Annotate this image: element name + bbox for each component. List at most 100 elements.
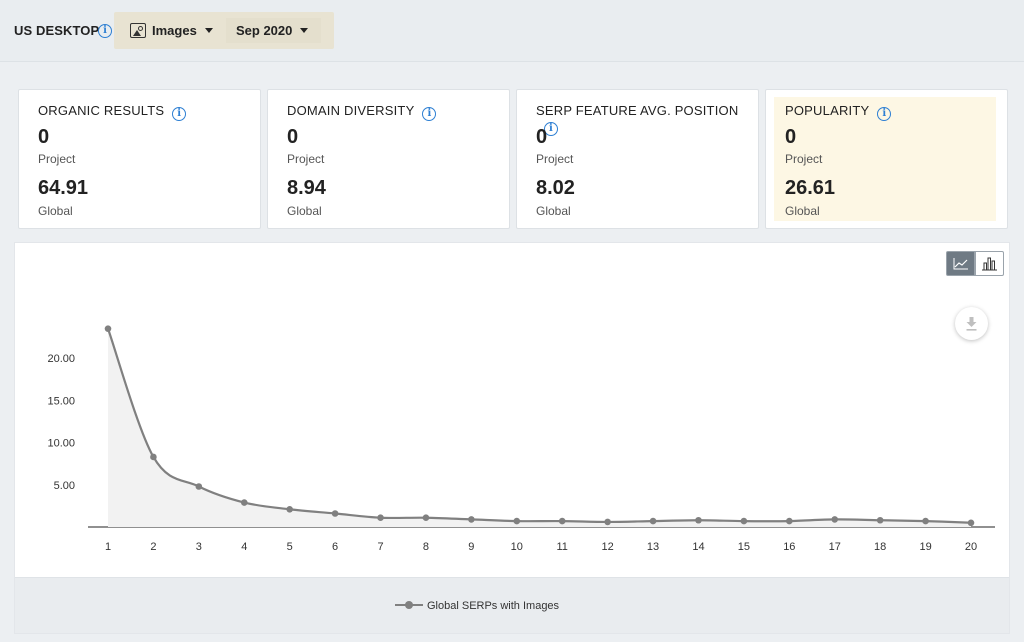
x-tick-label: 4 <box>241 541 247 553</box>
data-point[interactable] <box>876 516 884 524</box>
project-label: Project <box>536 152 574 166</box>
data-point[interactable] <box>649 517 657 525</box>
x-tick-label: 5 <box>287 541 293 553</box>
serp-type-dropdown[interactable]: Images <box>130 18 230 43</box>
x-tick-label: 7 <box>377 541 383 553</box>
info-icon[interactable]: i <box>877 107 892 121</box>
data-point[interactable] <box>967 519 975 527</box>
data-point[interactable] <box>240 499 248 506</box>
project-label: Project <box>38 152 76 166</box>
project-value: 0 <box>287 126 299 148</box>
bar-chart-icon <box>982 257 997 271</box>
chart-panel: 5.00 10.00 15.00 20.00 1 2 3 4 5 6 7 8 9 10 11 12 13 14 1… <box>14 242 1010 634</box>
x-tick-label: 12 <box>602 541 614 553</box>
download-button[interactable] <box>955 307 988 340</box>
data-point[interactable] <box>286 505 293 513</box>
x-tick-label: 14 <box>692 541 704 553</box>
x-tick-label: 19 <box>919 541 931 553</box>
metric-card-popularity: POPULARITY i 0 Project 26.61 Global <box>765 89 1008 229</box>
global-value: 8.94 <box>287 177 326 199</box>
metric-card-serp-feature-avg-position: SERP FEATURE AVG. POSITION i 0 Project 8.… <box>516 89 759 229</box>
data-point[interactable] <box>558 517 566 525</box>
serp-type-label: Images <box>152 23 197 38</box>
card-title: SERP FEATURE AVG. POSITION <box>536 103 739 118</box>
info-icon[interactable]: i <box>98 24 112 38</box>
x-tick-label: 20 <box>965 541 977 553</box>
x-tick-label: 11 <box>556 541 567 553</box>
x-tick-label: 2 <box>150 541 156 553</box>
data-point[interactable] <box>831 516 839 523</box>
info-icon[interactable]: i <box>172 107 187 121</box>
legend-label: Global SERPs with Images <box>427 600 560 612</box>
y-tick-label: 20.00 <box>47 353 75 365</box>
x-tick-label: 15 <box>738 541 750 553</box>
card-title: ORGANIC RESULTS <box>38 103 165 118</box>
data-point[interactable] <box>195 483 203 490</box>
x-tick-label: 17 <box>829 541 841 553</box>
project-value: 0 <box>38 126 50 148</box>
x-tick-label: 9 <box>468 541 474 553</box>
series-global-serps <box>104 325 975 527</box>
x-tick-label: 1 <box>105 541 111 553</box>
data-point[interactable] <box>150 453 157 461</box>
date-dropdown[interactable]: Sep 2020 <box>226 18 321 43</box>
caret-down-icon <box>204 28 213 33</box>
x-tick-label: 18 <box>874 541 886 553</box>
image-icon <box>130 23 146 38</box>
data-point[interactable] <box>604 518 611 526</box>
legend-bar: Global SERPs with Images <box>15 577 1009 633</box>
y-axis: 5.00 10.00 15.00 20.00 <box>47 353 75 492</box>
data-point[interactable] <box>740 517 748 525</box>
global-label: Global <box>536 204 571 218</box>
info-icon[interactable]: i <box>422 107 437 121</box>
y-tick-label: 5.00 <box>54 480 75 492</box>
data-point[interactable] <box>513 517 521 525</box>
bar-chart-toggle[interactable] <box>975 251 1004 276</box>
global-label: Global <box>287 204 322 218</box>
line-chart-icon <box>953 258 968 270</box>
y-tick-label: 10.00 <box>47 438 75 450</box>
selector-group: Images Sep 2020 <box>114 12 334 49</box>
project-value: 0 <box>785 126 797 148</box>
card-title: POPULARITY <box>785 103 870 118</box>
global-value: 26.61 <box>785 177 836 199</box>
series-line <box>106 328 972 524</box>
global-label: Global <box>38 204 73 218</box>
legend-item[interactable]: Global SERPs with Images <box>395 600 559 612</box>
data-point[interactable] <box>695 516 702 524</box>
data-point[interactable] <box>786 517 793 525</box>
data-point[interactable] <box>331 510 339 517</box>
top-bar: US DESKTOP i Images Sep 2020 <box>0 0 1024 62</box>
global-value: 8.02 <box>536 177 575 199</box>
x-tick-label: 13 <box>647 541 659 553</box>
page-title: US DESKTOP <box>14 23 100 38</box>
data-point[interactable] <box>422 514 430 522</box>
line-chart-toggle[interactable] <box>946 251 975 276</box>
global-value: 64.91 <box>38 177 89 199</box>
data-point[interactable] <box>468 516 475 523</box>
project-label: Project <box>785 152 823 166</box>
date-label: Sep 2020 <box>236 23 293 38</box>
x-tick-label: 10 <box>511 541 523 553</box>
x-tick-label: 3 <box>196 541 202 553</box>
series-area <box>108 328 971 527</box>
download-icon <box>966 317 977 331</box>
info-icon[interactable]: i <box>544 122 558 136</box>
project-label: Project <box>287 152 325 166</box>
legend-marker <box>395 601 423 609</box>
y-tick-label: 15.00 <box>47 395 75 407</box>
data-point[interactable] <box>377 514 384 522</box>
metric-card-organic-results: ORGANIC RESULTS i 0 Project 64.91 Global <box>18 89 261 229</box>
x-tick-label: 6 <box>332 541 338 553</box>
card-title: DOMAIN DIVERSITY <box>287 103 415 118</box>
x-tick-label: 8 <box>423 541 429 553</box>
data-point[interactable] <box>104 325 112 332</box>
x-axis: 1 2 3 4 5 6 7 8 9 10 11 12 13 14 15 16 17 18 19 20 <box>88 526 995 553</box>
global-label: Global <box>785 204 820 218</box>
metric-card-domain-diversity: DOMAIN DIVERSITY i 0 Project 8.94 Global <box>267 89 510 229</box>
x-tick-label: 16 <box>783 541 795 553</box>
project-value: 0 <box>536 126 548 148</box>
data-point[interactable] <box>922 517 929 525</box>
caret-down-icon <box>300 28 309 33</box>
